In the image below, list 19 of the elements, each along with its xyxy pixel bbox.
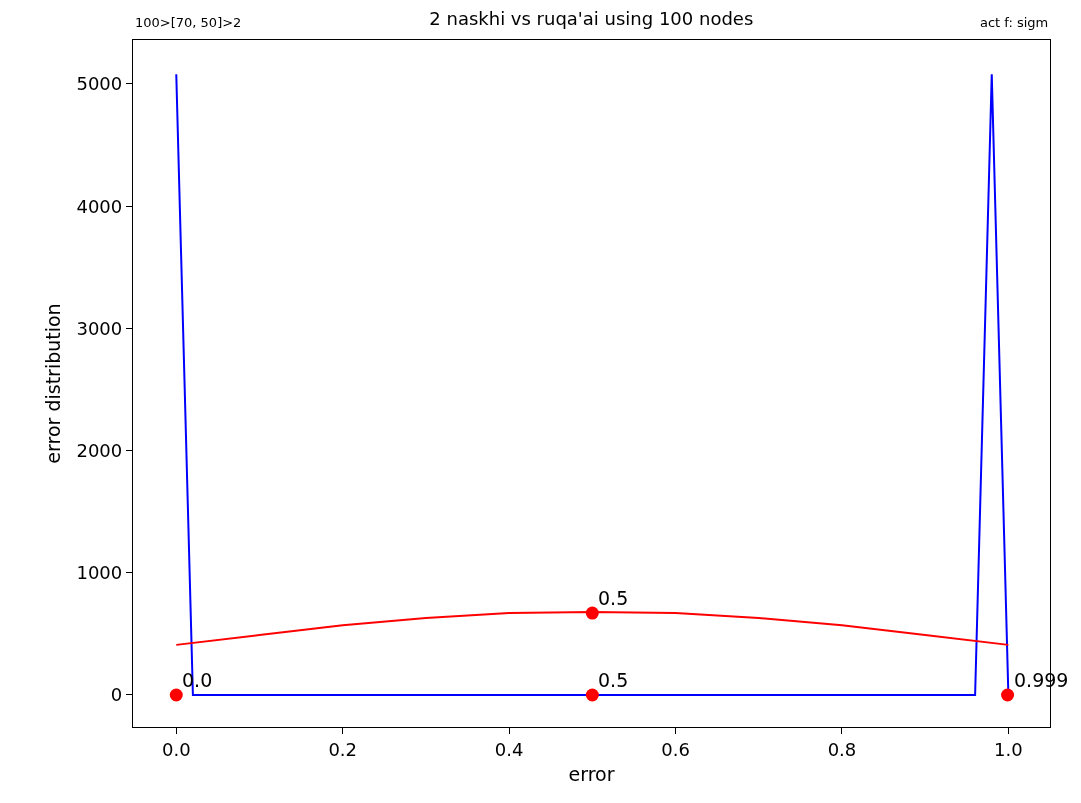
y-tick-label: 3000 (76, 317, 123, 339)
x-tick-label: 0.2 (328, 738, 358, 760)
text: 100>[70, 50]>2 (135, 15, 242, 30)
x-tick-label: 0.8 (827, 738, 857, 760)
y-tick-label: 2000 (76, 439, 123, 461)
y-tick-label: 5000 (76, 73, 123, 95)
x-tick-label: 0.0 (161, 738, 191, 760)
chart-title: 2 naskhi vs ruqa'ai using 100 nodes (429, 7, 754, 29)
x-tick-label: 1.0 (994, 738, 1023, 760)
annotation: 0.5 (598, 587, 629, 609)
y-axis-title: error distribution (42, 303, 65, 464)
annotation: 0.5 (598, 669, 629, 691)
text: act f: sigm (980, 15, 1049, 30)
y-tick-label: 0 (110, 684, 123, 706)
x-axis-title: error (568, 762, 615, 785)
y-tick-label: 1000 (76, 562, 123, 584)
x-tick-label: 0.6 (661, 738, 690, 760)
y-tick-label: 4000 (76, 195, 123, 217)
x-tick-label: 0.4 (494, 738, 524, 760)
